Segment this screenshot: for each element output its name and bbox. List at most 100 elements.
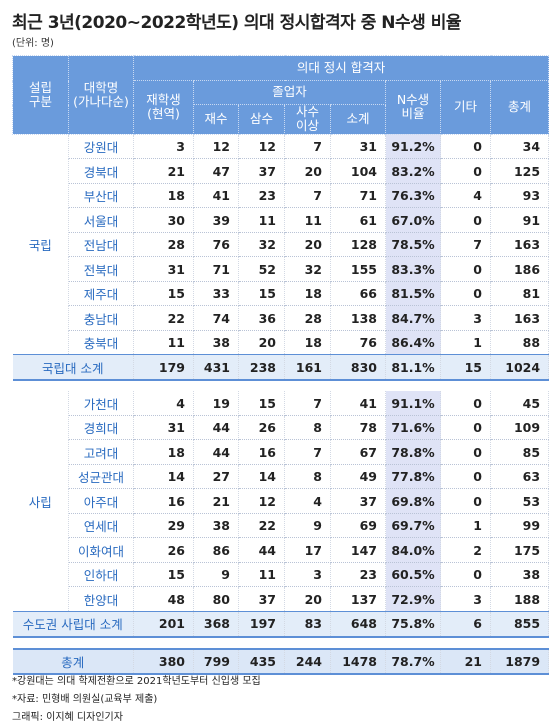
cell: 63: [490, 464, 550, 490]
cell: 0: [440, 281, 491, 307]
cell: 84.0%: [385, 537, 441, 563]
cell: 86.4%: [385, 330, 441, 356]
cell: 38: [490, 562, 550, 588]
title: 최근 3년(2020~2022학년도) 의대 정시합격자 중 N수생 비율: [12, 13, 462, 33]
cell: 201: [133, 610, 194, 638]
cell: 16: [133, 488, 194, 514]
cell: 17: [284, 537, 331, 563]
data-table: 설립 구분 대학명 (가나다순) 의대 정시 합격자 재학생 (현역) 졸업자 …: [12, 55, 550, 675]
cell: 830: [330, 354, 386, 382]
cell: 45: [490, 391, 550, 416]
cell: 75.8%: [385, 610, 441, 638]
cell: 16: [238, 439, 285, 465]
cell: 41: [330, 391, 386, 416]
row-label: 총계: [12, 647, 134, 675]
cell: 37: [238, 158, 285, 184]
cell: 52: [238, 256, 285, 282]
cell: 4: [440, 183, 491, 209]
header-cell: 기타: [440, 80, 491, 135]
cell: 44: [193, 439, 239, 465]
cell: 175: [490, 537, 550, 563]
cell: 74: [193, 305, 239, 331]
header-cell: 삼수: [238, 104, 285, 135]
row: 경희대 31 44 26 8 78 71.6% 0 109: [13, 415, 550, 441]
cell: 0: [440, 439, 491, 465]
cell: 49: [330, 464, 386, 490]
cell: 12: [238, 134, 285, 160]
cell: 67: [330, 439, 386, 465]
cell: 76: [193, 232, 239, 258]
cell: 32: [238, 232, 285, 258]
row: 아주대 16 21 12 4 37 69.8% 0 53: [13, 488, 550, 514]
cell: 37: [238, 586, 285, 612]
cell: 19: [193, 391, 239, 416]
cell: 93: [490, 183, 550, 209]
cell: 188: [490, 586, 550, 612]
row: 충남대 22 74 36 28 138 84.7% 3 163: [13, 305, 550, 331]
cell: 1879: [490, 647, 550, 675]
header-cell: 대학명 (가나다순): [68, 55, 134, 135]
header-cell: 설립 구분: [12, 55, 69, 135]
spacer-cell: [12, 380, 549, 392]
cell: 11: [284, 207, 331, 233]
row-label: 가천대: [68, 391, 134, 416]
cell: 84.7%: [385, 305, 441, 331]
cell: 88: [490, 330, 550, 356]
header-cell: 재수: [193, 104, 239, 135]
cell: 32: [284, 256, 331, 282]
cell: 0: [440, 391, 491, 416]
cell: 20: [284, 158, 331, 184]
cell: 26: [238, 415, 285, 441]
cell: 21: [440, 647, 491, 675]
cell: 83.2%: [385, 158, 441, 184]
row: 고려대 18 44 16 7 67 78.8% 0 85: [13, 439, 550, 465]
cell: 66: [330, 281, 386, 307]
cell: 78.8%: [385, 439, 441, 465]
cell: 44: [193, 415, 239, 441]
cell: 76: [330, 330, 386, 356]
row-label: 인하대: [68, 562, 134, 588]
cell: 37: [330, 488, 386, 514]
cell: 60.5%: [385, 562, 441, 588]
row-label: 제주대: [68, 281, 134, 307]
cell: 7: [284, 183, 331, 209]
cell: 138: [330, 305, 386, 331]
cell: 161: [284, 354, 331, 382]
cell: 0: [440, 488, 491, 514]
cell: 78: [330, 415, 386, 441]
cell: 30: [133, 207, 194, 233]
row-label: 국립대 소계: [12, 354, 134, 382]
cell: 431: [193, 354, 239, 382]
spacer: [12, 380, 549, 392]
cell: 186: [490, 256, 550, 282]
cell: 11: [133, 330, 194, 356]
cell: 36: [238, 305, 285, 331]
cell: 1024: [490, 354, 550, 382]
note: *자료: 민형배 의원실(교육부 제출): [12, 694, 158, 705]
cell: 7: [284, 439, 331, 465]
cell: 71: [330, 183, 386, 209]
cell: 11: [238, 207, 285, 233]
cell: 69.8%: [385, 488, 441, 514]
row: 경북대 21 47 37 20 104 83.2% 0 125: [13, 158, 550, 184]
cell: 2: [440, 537, 491, 563]
cell: 15: [133, 562, 194, 588]
cell: 61: [330, 207, 386, 233]
total-row: 총계 380 799 435 244 1478 78.7% 21 1879: [12, 647, 550, 675]
cell: 48: [133, 586, 194, 612]
cell: 163: [490, 232, 550, 258]
cell: 6: [440, 610, 491, 638]
cell: 18: [133, 183, 194, 209]
cell: 125: [490, 158, 550, 184]
cell: 69.7%: [385, 513, 441, 539]
cell: 155: [330, 256, 386, 282]
cell: 44: [238, 537, 285, 563]
cell: 799: [193, 647, 239, 675]
cell: 0: [440, 464, 491, 490]
row: 전북대 31 71 52 32 155 83.3% 0 186: [13, 256, 550, 282]
cell: 22: [133, 305, 194, 331]
row-label: 전남대: [68, 232, 134, 258]
cell: 27: [193, 464, 239, 490]
cell: 12: [238, 488, 285, 514]
